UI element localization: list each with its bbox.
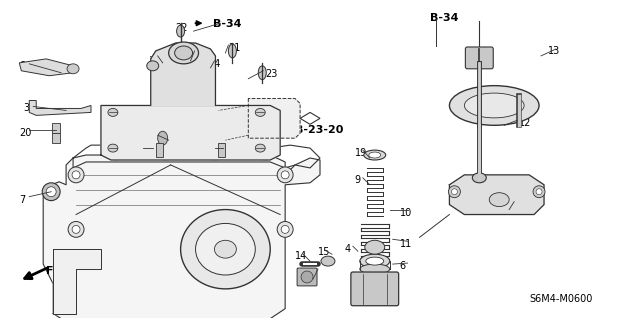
Polygon shape bbox=[53, 249, 101, 314]
Text: 1: 1 bbox=[196, 51, 202, 61]
Ellipse shape bbox=[106, 146, 126, 160]
Text: 11: 11 bbox=[399, 239, 412, 249]
Text: 13: 13 bbox=[548, 46, 560, 56]
Circle shape bbox=[451, 189, 458, 195]
Ellipse shape bbox=[321, 256, 335, 266]
Ellipse shape bbox=[259, 66, 266, 80]
Text: B-23-20: B-23-20 bbox=[295, 125, 344, 135]
Ellipse shape bbox=[157, 131, 168, 145]
Text: 20: 20 bbox=[19, 128, 32, 138]
Ellipse shape bbox=[156, 146, 175, 160]
Text: 24: 24 bbox=[209, 59, 221, 69]
Text: 10: 10 bbox=[399, 208, 412, 218]
Text: 21: 21 bbox=[228, 43, 241, 53]
Ellipse shape bbox=[281, 226, 289, 234]
Ellipse shape bbox=[255, 108, 265, 116]
Bar bbox=[52, 123, 60, 133]
Text: 7: 7 bbox=[19, 195, 26, 205]
Bar bbox=[156, 143, 163, 157]
Ellipse shape bbox=[72, 226, 80, 234]
Circle shape bbox=[536, 189, 542, 195]
Ellipse shape bbox=[67, 64, 79, 74]
Bar bbox=[52, 133, 60, 143]
Ellipse shape bbox=[281, 171, 289, 179]
Ellipse shape bbox=[465, 93, 524, 118]
Ellipse shape bbox=[360, 264, 390, 274]
Polygon shape bbox=[449, 175, 544, 214]
Ellipse shape bbox=[228, 44, 236, 58]
Ellipse shape bbox=[214, 240, 236, 258]
Text: 4: 4 bbox=[345, 244, 351, 254]
Text: 3: 3 bbox=[23, 103, 29, 114]
Text: 5: 5 bbox=[305, 277, 311, 287]
Ellipse shape bbox=[196, 223, 255, 275]
Text: 2: 2 bbox=[148, 135, 155, 145]
Polygon shape bbox=[29, 100, 91, 115]
Ellipse shape bbox=[277, 167, 293, 183]
Text: 18: 18 bbox=[135, 145, 147, 155]
Ellipse shape bbox=[255, 144, 265, 152]
Ellipse shape bbox=[108, 108, 118, 116]
Polygon shape bbox=[101, 106, 280, 160]
Text: 8: 8 bbox=[19, 61, 26, 71]
Polygon shape bbox=[300, 112, 320, 124]
Ellipse shape bbox=[255, 146, 275, 160]
Text: 12: 12 bbox=[519, 118, 531, 128]
Text: 17: 17 bbox=[148, 56, 161, 66]
Ellipse shape bbox=[169, 42, 198, 64]
Ellipse shape bbox=[68, 167, 84, 183]
Text: B-34: B-34 bbox=[214, 19, 242, 29]
Ellipse shape bbox=[108, 144, 118, 152]
Ellipse shape bbox=[277, 221, 293, 237]
Ellipse shape bbox=[366, 257, 384, 265]
Polygon shape bbox=[19, 59, 73, 76]
Circle shape bbox=[42, 183, 60, 201]
Text: S6M4-M0600: S6M4-M0600 bbox=[529, 294, 593, 304]
Ellipse shape bbox=[205, 146, 225, 160]
Ellipse shape bbox=[360, 254, 390, 268]
Text: 15: 15 bbox=[318, 247, 330, 257]
Circle shape bbox=[533, 186, 545, 198]
Polygon shape bbox=[151, 43, 216, 106]
Text: 16: 16 bbox=[507, 200, 520, 210]
Text: 20: 20 bbox=[216, 145, 228, 155]
Polygon shape bbox=[248, 99, 300, 138]
Text: FR.: FR. bbox=[46, 266, 67, 276]
Text: 22: 22 bbox=[175, 23, 188, 33]
Text: 9: 9 bbox=[355, 175, 361, 185]
Circle shape bbox=[301, 271, 313, 283]
Ellipse shape bbox=[68, 221, 84, 237]
Ellipse shape bbox=[175, 46, 193, 60]
FancyBboxPatch shape bbox=[297, 268, 317, 286]
Ellipse shape bbox=[489, 193, 509, 207]
Circle shape bbox=[46, 187, 56, 197]
Ellipse shape bbox=[147, 61, 159, 71]
Text: 19: 19 bbox=[355, 148, 367, 158]
Ellipse shape bbox=[177, 25, 184, 37]
Ellipse shape bbox=[364, 150, 386, 160]
Ellipse shape bbox=[369, 152, 381, 158]
Text: 23: 23 bbox=[265, 69, 278, 79]
FancyBboxPatch shape bbox=[465, 47, 493, 69]
Text: 6: 6 bbox=[399, 261, 406, 271]
Ellipse shape bbox=[72, 171, 80, 179]
Bar bbox=[218, 143, 225, 157]
Ellipse shape bbox=[472, 173, 486, 183]
Ellipse shape bbox=[365, 240, 385, 254]
Circle shape bbox=[449, 186, 460, 198]
Text: 14: 14 bbox=[295, 251, 307, 261]
Text: B-34: B-34 bbox=[429, 13, 458, 23]
FancyBboxPatch shape bbox=[351, 272, 399, 306]
Ellipse shape bbox=[449, 85, 539, 125]
Polygon shape bbox=[44, 155, 320, 319]
Ellipse shape bbox=[180, 210, 270, 289]
